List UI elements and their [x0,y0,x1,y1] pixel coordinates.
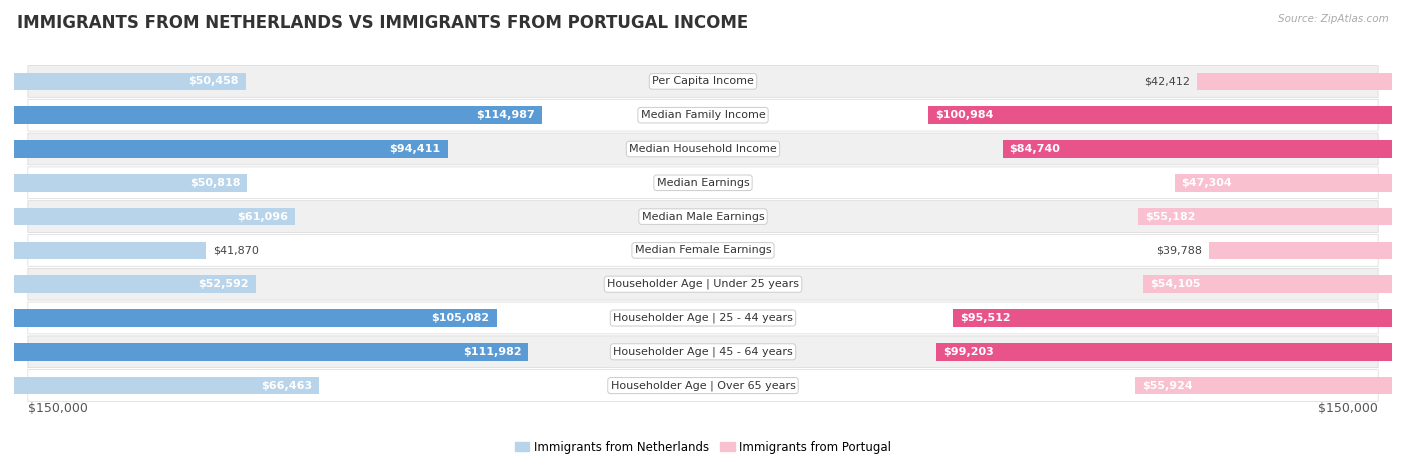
Bar [14,377,319,395]
FancyBboxPatch shape [28,65,1378,97]
Bar [1135,377,1392,395]
Text: $150,000: $150,000 [1319,402,1378,415]
Legend: Immigrants from Netherlands, Immigrants from Portugal: Immigrants from Netherlands, Immigrants … [510,436,896,458]
Bar [14,309,496,327]
Bar [14,343,529,361]
Bar [1139,208,1392,226]
Text: $95,512: $95,512 [960,313,1011,323]
FancyBboxPatch shape [28,336,1378,368]
Text: $84,740: $84,740 [1010,144,1060,154]
Bar [14,208,295,226]
Text: Per Capita Income: Per Capita Income [652,77,754,86]
Text: Median Female Earnings: Median Female Earnings [634,245,772,255]
Text: Median Family Income: Median Family Income [641,110,765,120]
Text: $54,105: $54,105 [1150,279,1201,289]
Text: Median Earnings: Median Earnings [657,178,749,188]
Text: $66,463: $66,463 [262,381,312,390]
FancyBboxPatch shape [28,201,1378,233]
Text: $99,203: $99,203 [943,347,994,357]
Text: $111,982: $111,982 [463,347,522,357]
FancyBboxPatch shape [28,99,1378,131]
FancyBboxPatch shape [28,234,1378,266]
Bar [936,343,1392,361]
Text: $41,870: $41,870 [214,245,259,255]
Text: $39,788: $39,788 [1156,245,1202,255]
Bar [1002,140,1392,158]
Text: Median Household Income: Median Household Income [628,144,778,154]
Bar [1174,174,1392,191]
Bar [953,309,1392,327]
FancyBboxPatch shape [28,269,1378,300]
Text: $55,182: $55,182 [1146,212,1197,222]
Text: Householder Age | Under 25 years: Householder Age | Under 25 years [607,279,799,290]
Bar [14,106,543,124]
Bar [14,241,207,259]
Text: IMMIGRANTS FROM NETHERLANDS VS IMMIGRANTS FROM PORTUGAL INCOME: IMMIGRANTS FROM NETHERLANDS VS IMMIGRANT… [17,14,748,32]
Text: $114,987: $114,987 [477,110,536,120]
Text: Median Male Earnings: Median Male Earnings [641,212,765,222]
Text: $47,304: $47,304 [1181,178,1232,188]
FancyBboxPatch shape [28,302,1378,334]
Bar [14,174,247,191]
Text: Householder Age | 45 - 64 years: Householder Age | 45 - 64 years [613,347,793,357]
Bar [1209,241,1392,259]
Bar [1143,276,1392,293]
Text: Householder Age | Over 65 years: Householder Age | Over 65 years [610,380,796,391]
Text: $50,818: $50,818 [190,178,240,188]
Bar [14,72,246,90]
Bar [1197,72,1392,90]
FancyBboxPatch shape [28,133,1378,165]
Text: $50,458: $50,458 [188,77,239,86]
Text: $55,924: $55,924 [1142,381,1192,390]
Text: Source: ZipAtlas.com: Source: ZipAtlas.com [1278,14,1389,24]
Text: $94,411: $94,411 [389,144,441,154]
Text: $100,984: $100,984 [935,110,994,120]
Bar [928,106,1392,124]
Text: $61,096: $61,096 [236,212,288,222]
Text: $150,000: $150,000 [28,402,87,415]
Text: $52,592: $52,592 [198,279,249,289]
Bar [14,276,256,293]
FancyBboxPatch shape [28,167,1378,198]
Text: $105,082: $105,082 [432,313,489,323]
FancyBboxPatch shape [28,370,1378,402]
Text: Householder Age | 25 - 44 years: Householder Age | 25 - 44 years [613,313,793,323]
Text: $42,412: $42,412 [1144,77,1191,86]
Bar [14,140,447,158]
